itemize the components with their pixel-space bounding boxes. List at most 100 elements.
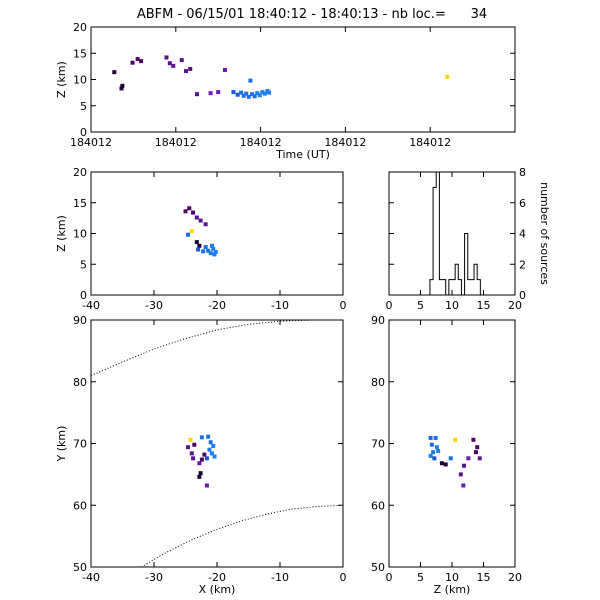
- data-point: [443, 462, 448, 467]
- data-point: [120, 83, 125, 88]
- x-tick-label: -40: [82, 299, 100, 312]
- figure-title: ABFM - 06/15/01 18:40:12 - 18:40:13 - nb…: [137, 7, 487, 22]
- data-point: [179, 58, 184, 63]
- data-point: [139, 59, 144, 64]
- data-point: [471, 437, 476, 442]
- data-point: [197, 474, 202, 479]
- plot-frame: [90, 171, 344, 296]
- data-point: [209, 243, 214, 248]
- data-point: [466, 456, 471, 461]
- x-tick-label: 184012: [409, 136, 451, 149]
- histogram-bin: [474, 264, 477, 295]
- histogram-bin: [471, 280, 474, 295]
- data-point: [208, 91, 213, 96]
- x-axis-label: Z (km): [434, 583, 471, 596]
- y-tick-label: 15: [73, 197, 87, 210]
- data-point: [164, 55, 169, 60]
- data-point: [461, 463, 466, 468]
- data-point: [195, 92, 199, 97]
- data-point: [130, 60, 135, 65]
- data-point: [198, 471, 203, 476]
- data-point: [267, 90, 272, 95]
- x-axis-label: Time (UT): [275, 148, 330, 161]
- panel-z_y: 0 5 10 15 20 50 60 70 80 90 Z (km): [371, 314, 522, 596]
- x-tick-label: 10: [445, 571, 459, 584]
- y-tick-label: 60: [371, 499, 385, 512]
- plot-frame: [90, 26, 516, 133]
- y-tick-label: 70: [371, 438, 385, 451]
- data-point: [204, 456, 209, 461]
- data-point: [198, 218, 203, 223]
- x-tick-label: 5: [417, 299, 424, 312]
- data-point: [436, 448, 441, 453]
- data-point: [191, 456, 196, 461]
- data-point: [211, 246, 216, 251]
- y-tick-label: 0: [80, 126, 87, 139]
- data-point: [212, 454, 217, 459]
- x-tick-label: 10: [445, 299, 459, 312]
- histogram-bin: [430, 280, 433, 295]
- boundary-curve: [90, 319, 343, 377]
- x-tick-label: -30: [145, 299, 163, 312]
- y-tick-label: 20: [73, 21, 87, 34]
- panel-x_y: -40 -30 -20 -10 0 50 60 70 80 90 X (km) Y (km): [55, 314, 347, 596]
- plot-frame: [388, 171, 516, 296]
- data-point: [453, 437, 458, 442]
- data-point: [235, 92, 240, 97]
- histogram-bin: [439, 280, 442, 295]
- histogram-bin: [458, 280, 461, 295]
- data-point: [244, 91, 249, 96]
- data-point: [206, 248, 211, 253]
- data-point: [448, 456, 453, 461]
- data-point: [119, 86, 124, 91]
- y-tick-label: 10: [73, 228, 87, 241]
- data-point: [197, 461, 202, 466]
- data-point: [216, 90, 221, 95]
- data-point: [475, 445, 480, 450]
- data-point: [250, 92, 255, 97]
- data-point: [202, 452, 207, 457]
- data-point: [428, 435, 433, 440]
- histogram-bin: [465, 234, 468, 296]
- y-tick-label: 4: [519, 228, 526, 241]
- data-point: [461, 483, 466, 488]
- data-point: [255, 91, 260, 96]
- data-point: [189, 451, 194, 456]
- y-tick-label: 20: [73, 166, 87, 179]
- x-tick-label: 0: [386, 299, 393, 312]
- x-tick-label: 184012: [324, 136, 366, 149]
- data-point: [241, 93, 246, 98]
- plot-frame: [90, 319, 344, 568]
- data-point: [246, 94, 251, 99]
- y-axis-label: Y (km): [55, 426, 68, 463]
- y-tick-label: 90: [73, 314, 87, 327]
- x-tick-label: 0: [340, 299, 347, 312]
- data-point: [231, 90, 236, 95]
- histogram-bin: [443, 280, 446, 295]
- histogram-bin: [455, 264, 458, 295]
- data-point: [433, 435, 438, 440]
- y-tick-label: 50: [73, 561, 87, 574]
- data-point: [209, 451, 214, 456]
- y-tick-label: 80: [371, 376, 385, 389]
- data-point: [189, 229, 194, 234]
- y-axis-label: Z (km): [55, 215, 68, 252]
- data-point: [192, 442, 197, 447]
- data-point: [212, 252, 217, 257]
- y-tick-label: 0: [80, 289, 87, 302]
- data-point: [473, 450, 478, 455]
- data-point: [439, 461, 444, 466]
- data-point: [207, 447, 212, 452]
- data-point: [262, 91, 267, 96]
- data-point: [188, 437, 193, 442]
- data-point: [112, 70, 117, 75]
- panel-x_z: -40 -30 -20 -10 0 0 5 10 15 20 Z (km): [55, 166, 347, 312]
- x-tick-label: 20: [508, 299, 522, 312]
- data-point: [239, 90, 244, 95]
- data-point: [135, 57, 140, 62]
- y-tick-label: 70: [73, 438, 87, 451]
- data-point: [186, 232, 191, 237]
- data-point: [431, 450, 436, 455]
- data-point: [196, 247, 201, 252]
